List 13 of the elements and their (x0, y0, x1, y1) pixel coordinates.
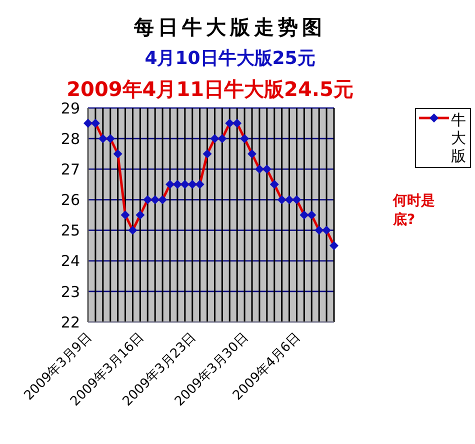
legend-label: 牛大版 (451, 111, 467, 165)
y-tick-label: 29 (60, 99, 80, 118)
y-tick-label: 24 (60, 252, 80, 270)
chart-title: 每日牛大版走势图 (133, 14, 327, 41)
y-tick-label: 25 (60, 222, 80, 240)
y-tick-label: 28 (60, 130, 80, 148)
chart-subtitle: 4月10日牛大版25元 (144, 47, 316, 70)
text: 何时是底? (393, 192, 436, 230)
y-tick-label: 27 (60, 160, 80, 178)
text: 2009年4月11日牛大版24.5元 (66, 76, 354, 102)
y-tick-label: 22 (60, 313, 80, 332)
y-tick-label: 26 (60, 191, 80, 210)
y-tick-label: 23 (60, 282, 80, 301)
